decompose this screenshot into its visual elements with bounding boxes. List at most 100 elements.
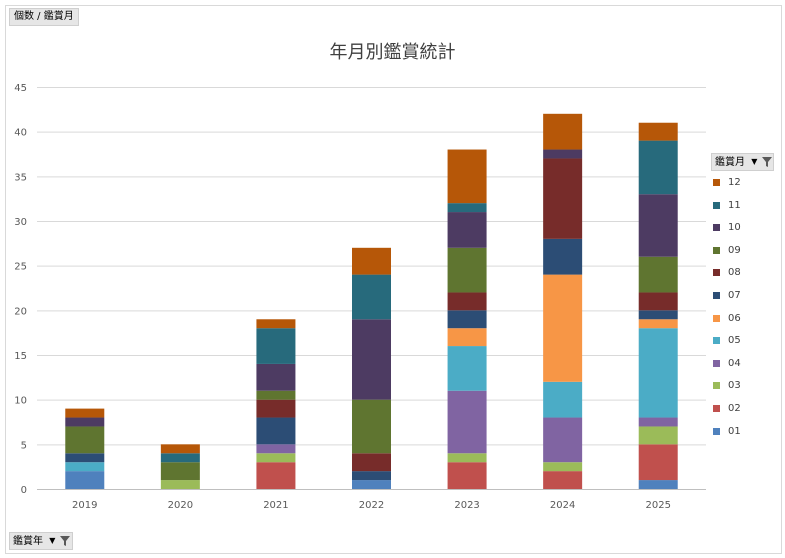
bar-segment-2024-12 — [543, 113, 583, 150]
legend-item-10: 10 — [713, 222, 741, 236]
bar-segment-2025-02 — [638, 444, 678, 481]
bar-segment-2022-10 — [352, 319, 391, 400]
bar-segment-2022-01 — [352, 480, 391, 489]
bar-segment-2023-07 — [447, 310, 487, 329]
row-field-label: 鑑賞年 — [13, 536, 43, 547]
y-tick-label: 30 — [14, 217, 27, 228]
bar-segment-2024-02 — [543, 471, 583, 489]
bar-segment-2023-11 — [447, 203, 487, 213]
bar-segment-2022-11 — [352, 274, 391, 320]
bar-segment-2024-10 — [543, 149, 583, 159]
bar-segment-2022-08 — [352, 453, 391, 472]
legend-label: 05 — [728, 335, 741, 347]
legend-item-04: 04 — [713, 358, 741, 372]
bar-segment-2024-03 — [543, 462, 583, 472]
filter-icon — [59, 536, 70, 546]
value-field-button[interactable]: 個数 / 鑑賞月 — [9, 8, 79, 26]
legend-swatch — [713, 179, 720, 186]
legend-label: 07 — [728, 290, 741, 301]
bar-segment-2025-06 — [638, 319, 678, 329]
legend-swatch — [713, 292, 720, 299]
y-tick-label: 45 — [14, 83, 27, 94]
legend-swatch — [713, 314, 720, 322]
dropdown-arrow-icon: ▼ — [49, 536, 56, 545]
bar-segment-2023-03 — [447, 453, 487, 463]
bar-segment-2019-01 — [65, 471, 105, 489]
legend-swatch — [713, 269, 720, 277]
bar-segment-2025-12 — [638, 122, 678, 141]
legend-swatch — [713, 337, 720, 345]
bar-segment-2019-12 — [65, 408, 105, 418]
legend-item-09: 09 — [713, 245, 741, 259]
row-field-button[interactable]: 鑑賞年 ▼ — [9, 532, 73, 550]
bar-segment-2019-09 — [65, 426, 105, 454]
y-tick-label: 20 — [14, 306, 27, 317]
bar-segment-2023-10 — [447, 212, 487, 248]
legend-item-01: 01 — [713, 426, 741, 440]
legend-swatch — [713, 427, 720, 435]
chart-title: 年月別鑑賞統計 — [329, 42, 456, 63]
bar-segment-2024-04 — [543, 417, 583, 463]
bar-segment-2019-05 — [65, 462, 105, 472]
bar-segment-2020-03 — [160, 480, 200, 489]
legend-label: 10 — [728, 222, 741, 234]
bar-segment-2025-07 — [638, 310, 678, 320]
bar-segment-2025-09 — [638, 256, 678, 293]
bar-segment-2023-02 — [447, 462, 487, 489]
bar-segment-2024-06 — [543, 274, 583, 382]
bar-segment-2021-03 — [256, 453, 296, 463]
filter-icon — [761, 157, 772, 167]
bar-segment-2021-10 — [256, 363, 296, 391]
bar-segment-2020-11 — [160, 453, 200, 463]
legend-label: 01 — [728, 425, 741, 437]
legend-label: 12 — [728, 177, 741, 188]
bar-segment-2023-12 — [447, 149, 487, 204]
bar-segment-2021-11 — [256, 328, 296, 364]
legend-field-label: 鑑賞月 — [715, 157, 745, 168]
y-tick-label: 40 — [14, 128, 27, 139]
x-tick-label: 2023 — [454, 500, 479, 511]
bar-segment-2023-08 — [447, 292, 487, 311]
legend-label: 08 — [728, 267, 741, 279]
bar-segment-2024-05 — [543, 381, 583, 418]
bar-segment-2023-09 — [447, 247, 487, 293]
bar-segment-2025-10 — [638, 194, 678, 257]
bar-segment-2024-07 — [543, 238, 583, 275]
legend-swatch — [713, 405, 720, 412]
value-field-label: 個数 / 鑑賞月 — [14, 11, 74, 22]
dropdown-arrow-icon: ▼ — [751, 157, 758, 166]
bar-segment-2023-05 — [447, 346, 487, 391]
bar-segment-2021-12 — [256, 319, 296, 329]
bar-segment-2022-09 — [352, 399, 391, 454]
y-tick-label: 10 — [14, 396, 27, 407]
legend-label: 03 — [728, 380, 741, 392]
legend-item-02: 02 — [713, 403, 741, 417]
bar-segment-2020-12 — [160, 444, 200, 454]
bar-segment-2023-06 — [447, 328, 487, 347]
bar-segment-2021-02 — [256, 462, 296, 489]
legend-label: 06 — [728, 312, 741, 324]
x-tick-label: 2025 — [645, 500, 670, 511]
bar-segment-2021-09 — [256, 390, 296, 400]
legend-swatch — [713, 359, 720, 367]
bar-segment-2020-09 — [160, 462, 200, 481]
legend-item-08: 08 — [713, 267, 741, 281]
y-tick-label: 25 — [14, 262, 27, 273]
bar-segment-2019-10 — [65, 417, 105, 427]
y-tick-label: 5 — [21, 440, 27, 451]
legend-label: 02 — [728, 403, 741, 414]
legend-field-button[interactable]: 鑑賞月 ▼ — [711, 153, 774, 171]
x-tick-label: 2022 — [359, 500, 384, 511]
legend-swatch — [713, 201, 720, 209]
legend-item-11: 11 — [713, 200, 741, 214]
bar-segment-2025-08 — [638, 292, 678, 311]
legend-swatch — [713, 246, 720, 254]
legend-label: 09 — [728, 244, 741, 256]
chart-area — [5, 5, 782, 554]
x-tick-label: 2019 — [72, 500, 97, 511]
bar-segment-2024-08 — [543, 158, 583, 239]
bar-segment-2019-07 — [65, 453, 105, 463]
legend-swatch — [713, 224, 720, 232]
bar-segment-2025-03 — [638, 426, 678, 445]
